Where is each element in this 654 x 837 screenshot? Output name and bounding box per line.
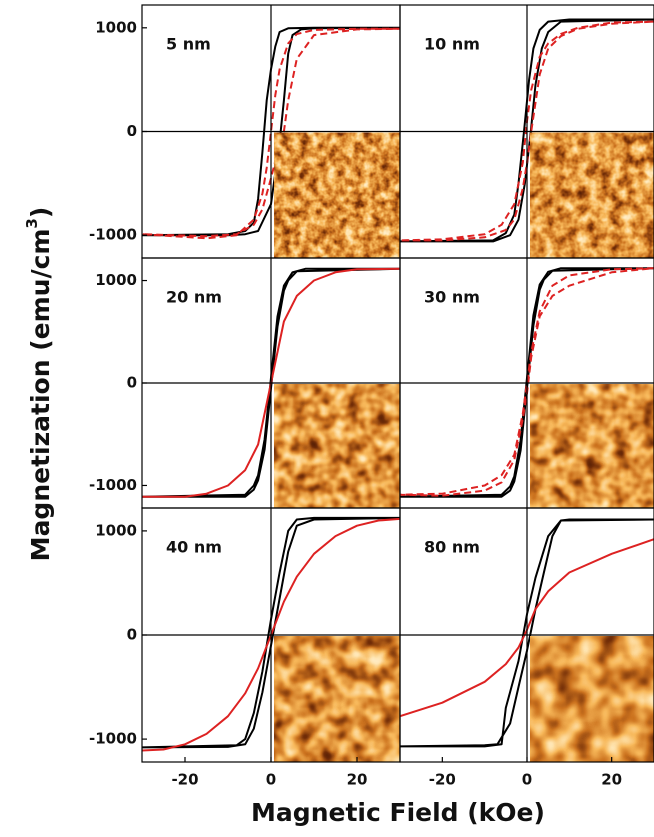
plot-area — [400, 18, 654, 258]
hysteresis-curve — [400, 518, 654, 748]
mfm-image — [274, 384, 400, 508]
y-tick-label: 0 — [127, 122, 137, 140]
hysteresis-curve — [142, 26, 400, 237]
x-tick-label: 0 — [522, 771, 532, 789]
y-tick-label: -1000 — [89, 476, 137, 494]
panel: 40 nm -1000 0 1000 -20 0 20 — [89, 507, 401, 789]
hysteresis-curve — [142, 267, 400, 498]
panel: 10 nm — [399, 4, 654, 259]
y-tick-label: 1000 — [95, 521, 137, 539]
x-tick-label: 20 — [601, 771, 622, 789]
mfm-image — [530, 132, 654, 258]
plot-area — [142, 516, 400, 762]
panel-label: 80 nm — [424, 538, 480, 557]
y-axis-label-end: ) — [26, 207, 55, 218]
y-tick-label: 0 — [127, 626, 137, 644]
plot-area — [142, 267, 400, 508]
panel: 20 nm -1000 0 1000 — [89, 257, 401, 509]
panel: 30 nm — [399, 257, 654, 509]
panel-label: 10 nm — [424, 35, 480, 54]
x-tick-label: -20 — [171, 771, 198, 789]
mfm-image — [530, 636, 654, 762]
x-tick-label: 0 — [266, 771, 276, 789]
plot-area — [400, 518, 654, 762]
hysteresis-curve — [400, 267, 654, 498]
hysteresis-curve — [142, 27, 400, 240]
y-tick-label: 1000 — [95, 18, 137, 36]
panel-label: 5 nm — [166, 35, 211, 54]
y-axis-label-main: Magnetization (emu/cm — [26, 229, 55, 562]
mfm-image — [274, 132, 400, 258]
panel-label: 20 nm — [166, 288, 222, 307]
panel-label: 40 nm — [166, 538, 222, 557]
panel: 80 nm -20 0 20 — [399, 507, 654, 789]
hysteresis-curve — [400, 20, 654, 242]
mfm-image — [530, 384, 654, 508]
y-tick-label: -1000 — [89, 730, 137, 748]
mfm-image — [274, 636, 400, 762]
hysteresis-curve — [400, 267, 654, 497]
panel-label: 30 nm — [424, 288, 480, 307]
x-axis-label: Magnetic Field (kOe) — [251, 798, 545, 827]
hysteresis-curve — [142, 516, 400, 749]
x-tick-label: 20 — [347, 771, 368, 789]
plot-area — [400, 267, 654, 508]
y-tick-label: 1000 — [95, 271, 137, 289]
panel: 5 nm -1000 0 1000 — [89, 4, 401, 259]
y-tick-label: 0 — [127, 374, 137, 392]
plot-area — [142, 26, 400, 258]
y-axis-label-sup: 3 — [23, 218, 41, 228]
y-axis-label: Magnetization (emu/cm3) — [23, 207, 56, 562]
x-tick-label: -20 — [429, 771, 456, 789]
y-tick-label: -1000 — [89, 226, 137, 244]
